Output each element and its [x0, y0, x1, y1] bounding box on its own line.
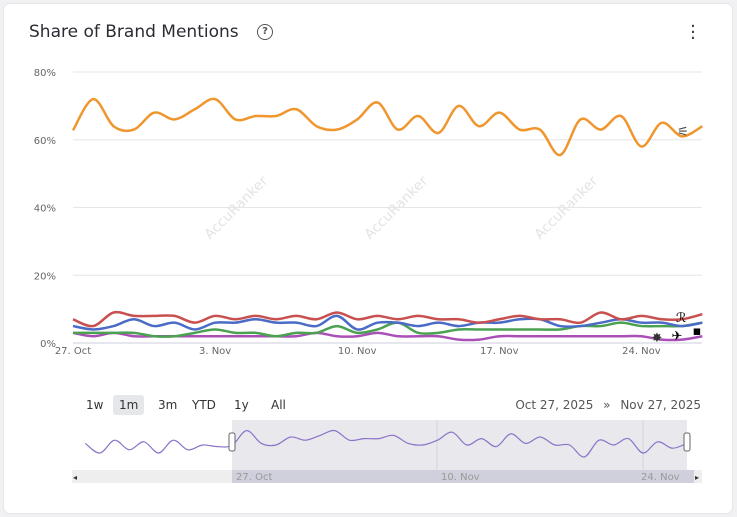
- y-tick-label: 0%: [40, 339, 56, 350]
- navigator-tick-label: 10. Nov: [441, 472, 480, 483]
- r-logo-icon: ℛ: [676, 311, 686, 326]
- series-line[interactable]: [71, 97, 703, 157]
- range-button-1m[interactable]: 1m: [113, 395, 145, 415]
- x-tick-label: 3. Nov: [199, 346, 231, 357]
- range-button-ytd[interactable]: YTD: [192, 398, 216, 412]
- x-tick-label: 17. Nov: [480, 346, 519, 357]
- star-logo-icon: ✸: [652, 331, 663, 346]
- brand-logo-icon: ⚟: [677, 125, 689, 140]
- pns-logo-icon: ▪: [693, 324, 702, 339]
- date-range[interactable]: Oct 27, 2025 » Nov 27, 2025: [515, 398, 701, 412]
- scroll-right-button[interactable]: ▸: [695, 473, 699, 482]
- x-tick-label: 10. Nov: [338, 346, 377, 357]
- navigator-tick-label: 24. Nov: [641, 472, 680, 483]
- y-tick-label: 80%: [34, 68, 56, 79]
- kebab-menu-icon[interactable]: · · ·: [690, 16, 696, 49]
- navigator-line: [84, 429, 688, 458]
- y-tick-label: 20%: [34, 271, 56, 282]
- range-button-3m[interactable]: 3m: [158, 398, 178, 412]
- question-circle-icon[interactable]: ?: [257, 24, 273, 40]
- card-title: Share of Brand Mentions: [29, 22, 239, 42]
- series-line[interactable]: [72, 321, 703, 338]
- navigator-handle[interactable]: [228, 432, 236, 452]
- range-button-1w[interactable]: 1w: [86, 398, 104, 412]
- navigator-selection[interactable]: [232, 420, 687, 470]
- navigator-handle[interactable]: [683, 432, 691, 452]
- series-line[interactable]: [72, 314, 703, 331]
- range-button-all[interactable]: All: [271, 398, 286, 412]
- date-from[interactable]: Oct 27, 2025: [515, 398, 594, 412]
- range-button-1y[interactable]: 1y: [234, 398, 249, 412]
- scroll-left-button[interactable]: ◂: [73, 473, 77, 482]
- scrollbar-thumb[interactable]: [232, 470, 694, 483]
- x-tick-label: 27. Oct: [55, 346, 91, 357]
- navigator-tick-label: 27. Oct: [236, 472, 272, 483]
- date-separator: »: [603, 398, 611, 412]
- y-tick-label: 60%: [34, 136, 56, 147]
- x-tick-label: 24. Nov: [622, 346, 661, 357]
- date-to[interactable]: Nov 27, 2025: [620, 398, 701, 412]
- series-line[interactable]: [72, 310, 703, 328]
- y-tick-label: 40%: [34, 204, 56, 215]
- bird-logo-icon: ✈: [672, 329, 683, 344]
